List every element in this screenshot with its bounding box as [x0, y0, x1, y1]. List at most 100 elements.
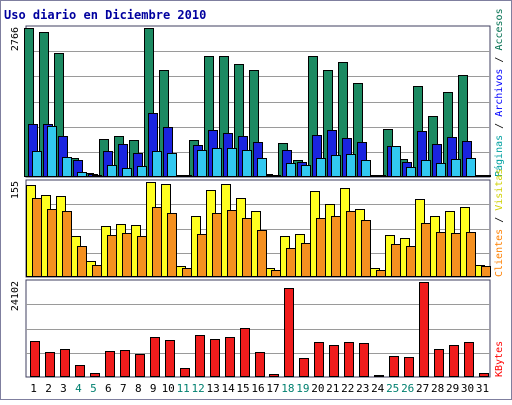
bar-bytes-kbytes-day-21 — [329, 345, 339, 377]
x-tick-label-day-11: 11 — [177, 382, 190, 395]
x-tick-label-day-31: 31 — [476, 382, 489, 395]
bar-bytes-kbytes-day-29 — [449, 345, 459, 377]
x-tick-label-day-13: 13 — [206, 382, 219, 395]
bar-visits-clientes-day-24 — [376, 270, 386, 277]
bar-bytes-kbytes-day-28 — [434, 349, 444, 377]
bar-traffic-pginas-day-20 — [316, 158, 326, 177]
x-tick-label-day-6: 6 — [105, 382, 112, 395]
bar-bytes-kbytes-day-18 — [284, 288, 294, 377]
x-tick-label-day-26: 26 — [401, 382, 414, 395]
bar-visits-clientes-day-14 — [227, 210, 237, 277]
bar-bytes-kbytes-day-10 — [165, 340, 175, 377]
x-tick-label-day-22: 22 — [341, 382, 354, 395]
bar-visits-clientes-day-16 — [257, 230, 267, 277]
panel-max-label-traffic: 2766 — [10, 27, 21, 51]
bar-bytes-kbytes-day-15 — [240, 328, 250, 377]
bar-visits-clientes-day-1 — [32, 198, 42, 277]
x-tick-label-day-8: 8 — [135, 382, 142, 395]
bar-visits-clientes-day-2 — [47, 209, 57, 277]
bar-visits-clientes-day-15 — [242, 218, 252, 277]
legend-entry-archivos: Archivos — [494, 69, 505, 117]
panel-max-label-bytes: 24102 — [10, 281, 21, 311]
bar-traffic-pginas-day-15 — [242, 150, 252, 177]
bar-traffic-pginas-day-12 — [197, 150, 207, 177]
x-tick-label-day-10: 10 — [162, 382, 175, 395]
bar-visits-clientes-day-23 — [361, 220, 371, 277]
bar-visits-clientes-day-29 — [451, 233, 461, 277]
panel-legend-visits: Clientes / Visitas — [494, 169, 505, 277]
x-tick-label-day-18: 18 — [281, 382, 294, 395]
bar-traffic-pginas-day-10 — [167, 153, 177, 177]
legend-entry-clientes: Clientes — [494, 229, 505, 277]
legend-entry-accesos: Accesos — [494, 8, 505, 50]
bar-bytes-kbytes-day-31 — [479, 373, 489, 377]
bar-traffic-pginas-day-17 — [271, 175, 281, 177]
bar-traffic-pginas-day-2 — [47, 126, 57, 177]
bar-traffic-pginas-day-1 — [32, 151, 42, 177]
bar-visits-clientes-day-13 — [212, 213, 222, 277]
x-tick-label-day-15: 15 — [236, 382, 249, 395]
bar-visits-clientes-day-17 — [271, 270, 281, 277]
x-tick-label-day-1: 1 — [30, 382, 37, 395]
bar-visits-clientes-day-30 — [466, 232, 476, 277]
bar-traffic-pginas-day-30 — [466, 158, 476, 177]
bar-bytes-kbytes-day-19 — [299, 358, 309, 377]
bar-bytes-kbytes-day-22 — [344, 342, 354, 377]
bar-traffic-pginas-day-21 — [331, 155, 341, 177]
legend-entry-visitas: Visitas — [494, 169, 505, 211]
panel-legend-bytes: KBytes — [494, 341, 505, 377]
bar-visits-clientes-day-8 — [137, 236, 147, 277]
bar-bytes-kbytes-day-3 — [60, 349, 70, 377]
x-tick-label-day-20: 20 — [311, 382, 324, 395]
bar-visits-clientes-day-11 — [182, 268, 192, 277]
bar-traffic-pginas-day-9 — [152, 151, 162, 177]
bar-bytes-kbytes-day-26 — [404, 357, 414, 377]
bar-bytes-kbytes-day-9 — [150, 337, 160, 377]
x-tick-label-day-25: 25 — [386, 382, 399, 395]
bar-traffic-pginas-day-24 — [376, 175, 386, 177]
bar-traffic-pginas-day-28 — [436, 163, 446, 177]
bar-bytes-kbytes-day-11 — [180, 368, 190, 377]
bar-traffic-pginas-day-14 — [227, 148, 237, 177]
bar-visits-clientes-day-5 — [92, 265, 102, 277]
bar-traffic-pginas-day-31 — [481, 175, 491, 177]
bar-bytes-kbytes-day-20 — [314, 342, 324, 377]
bar-visits-clientes-day-21 — [331, 216, 341, 277]
bar-bytes-kbytes-day-1 — [30, 341, 40, 377]
bar-bytes-kbytes-day-13 — [210, 339, 220, 377]
x-tick-label-day-12: 12 — [191, 382, 204, 395]
bar-visits-clientes-day-10 — [167, 213, 177, 277]
bar-bytes-kbytes-day-24 — [374, 375, 384, 377]
chart-title: Uso diario en Diciembre 2010 — [4, 8, 206, 22]
x-tick-label-day-29: 29 — [446, 382, 459, 395]
bar-visits-clientes-day-4 — [77, 246, 87, 277]
bar-traffic-pginas-day-6 — [107, 165, 117, 177]
x-tick-label-day-2: 2 — [45, 382, 52, 395]
x-tick-label-day-17: 17 — [266, 382, 279, 395]
bar-visits-clientes-day-27 — [421, 223, 431, 277]
panel-max-label-visits: 155 — [10, 181, 21, 199]
x-tick-label-day-27: 27 — [416, 382, 429, 395]
bar-visits-clientes-day-12 — [197, 234, 207, 277]
bar-bytes-kbytes-day-25 — [389, 356, 399, 377]
bar-traffic-pginas-day-8 — [137, 166, 147, 177]
bar-traffic-pginas-day-16 — [257, 158, 267, 177]
bar-traffic-pginas-day-26 — [406, 167, 416, 177]
legend-entry-pginas: Páginas — [493, 135, 505, 177]
bar-traffic-pginas-day-11 — [182, 175, 192, 177]
bar-traffic-pginas-day-29 — [451, 159, 461, 177]
bar-bytes-kbytes-day-4 — [75, 365, 85, 377]
bar-visits-clientes-day-19 — [301, 243, 311, 277]
bar-traffic-pginas-day-25 — [391, 146, 401, 177]
legend-separator: / — [494, 211, 505, 229]
bar-bytes-kbytes-day-17 — [269, 374, 279, 377]
x-tick-label-day-16: 16 — [251, 382, 264, 395]
x-tick-label-day-7: 7 — [120, 382, 127, 395]
bar-traffic-pginas-day-7 — [122, 168, 132, 177]
bar-bytes-kbytes-day-23 — [359, 343, 369, 377]
bar-visits-clientes-day-31 — [481, 266, 491, 277]
panel-legend-traffic: Páginas / Archivos / Accesos — [493, 8, 505, 177]
